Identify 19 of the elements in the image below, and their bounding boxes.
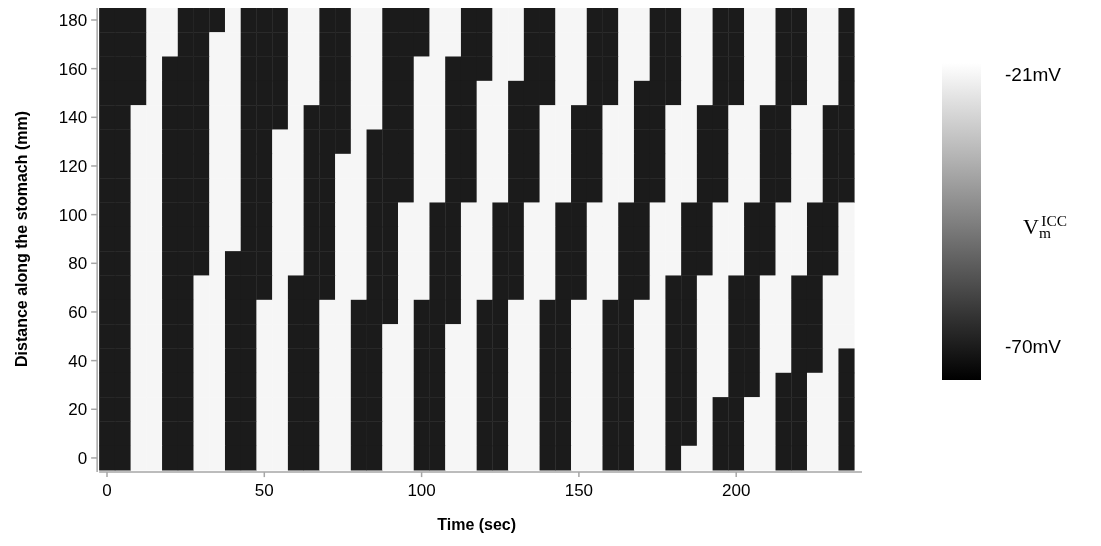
y-axis-title: Distance along the stomach (mm) <box>13 110 31 367</box>
y-tick-label: 100 <box>58 205 88 225</box>
y-tick-label: 120 <box>58 156 88 176</box>
color-bar-label: -70mV <box>1005 336 1062 358</box>
y-tick-label: 160 <box>58 59 88 79</box>
x-tick-label: 100 <box>407 481 436 501</box>
y-tick-label: 180 <box>58 10 88 30</box>
x-axis-title: Time (sec) <box>437 516 517 534</box>
x-tick-label: 0 <box>102 481 112 501</box>
y-tick-label: 80 <box>68 254 88 274</box>
y-tick-label: 20 <box>68 400 88 420</box>
x-tick-label: 150 <box>564 481 594 501</box>
y-tick-label: 40 <box>68 351 88 371</box>
y-tick-label: 0 <box>77 448 88 468</box>
y-tick-label: 140 <box>58 108 88 128</box>
x-tick-label: 200 <box>722 481 751 501</box>
x-tick-label: 50 <box>254 481 274 501</box>
y-tick-label: 60 <box>68 302 88 322</box>
color-bar-label: -21mV <box>1005 63 1062 85</box>
